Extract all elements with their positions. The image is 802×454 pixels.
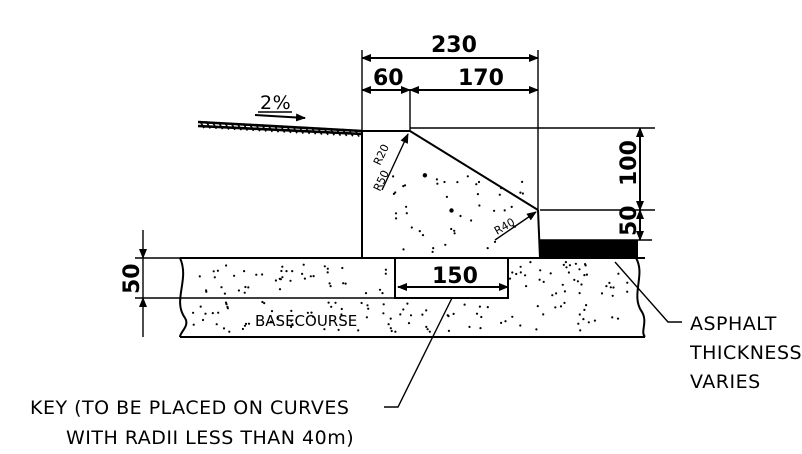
asphalt-label-3: VARIES bbox=[690, 371, 761, 393]
key-label-2: WITH RADII LESS THAN 40m) bbox=[66, 427, 354, 449]
kerb-outline bbox=[361, 90, 541, 259]
basecourse-label: BASECOURSE bbox=[255, 312, 357, 330]
dim-60: 60 bbox=[373, 66, 404, 91]
dimension-key: 150 bbox=[397, 264, 509, 291]
asphalt-layer bbox=[540, 239, 652, 258]
ground-hatch bbox=[197, 120, 363, 138]
slope-indicator: 2% bbox=[254, 92, 306, 122]
asphalt-callout: ASPHALT THICKNESS VARIES bbox=[614, 261, 802, 393]
dim-150: 150 bbox=[432, 264, 478, 289]
basecourse-slab bbox=[179, 257, 646, 338]
dim-100: 100 bbox=[617, 140, 642, 186]
key-callout: KEY (TO BE PLACED ON CURVES WITH RADII L… bbox=[30, 297, 453, 449]
radius-r50: R50 bbox=[371, 168, 392, 193]
dim-50-right: 50 bbox=[617, 205, 642, 236]
dimension-left: 50 bbox=[120, 230, 180, 337]
dim-50-left: 50 bbox=[120, 263, 145, 294]
aggregate-texture bbox=[192, 173, 629, 333]
radius-callouts: R20 R50 R40 bbox=[371, 133, 537, 241]
key-label-1: KEY (TO BE PLACED ON CURVES bbox=[30, 397, 349, 419]
dim-230: 230 bbox=[431, 33, 477, 58]
asphalt-label-2: THICKNESS bbox=[689, 342, 802, 364]
slope-label: 2% bbox=[260, 92, 291, 114]
asphalt-label-1: ASPHALT bbox=[690, 313, 777, 335]
radius-r40: R40 bbox=[492, 216, 517, 238]
dimension-right: 100 50 bbox=[410, 127, 655, 241]
dimension-top: 230 60 170 bbox=[361, 33, 539, 210]
radius-r20: R20 bbox=[371, 142, 392, 167]
dim-170: 170 bbox=[458, 66, 504, 91]
